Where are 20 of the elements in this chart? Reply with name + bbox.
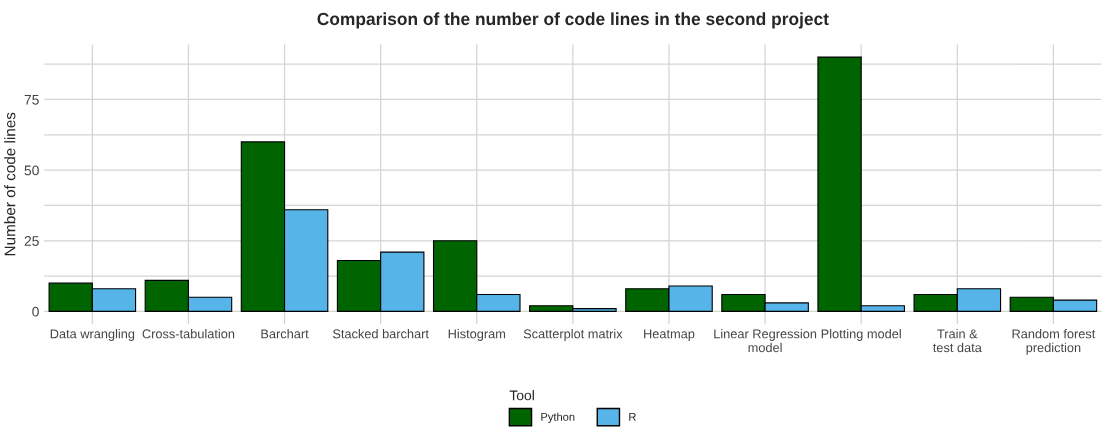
x-tick-label: Barchart [261,328,309,339]
x-tick-label: Plotting model [821,328,901,341]
y-tick-label: 75 [24,94,39,105]
legend-title: Tool [509,390,534,401]
x-tick-label: Train & test data [932,328,982,353]
x-tick-label: Histogram [448,328,506,341]
y-tick-label: 50 [24,165,39,176]
y-tick-label: 25 [24,236,39,246]
x-tick-label: Heatmap [644,329,695,341]
legend-label: R [629,413,636,421]
x-tick-label: Scatterplot matrix [523,328,623,341]
x-tick-label: Data wrangling [50,328,135,341]
y-tick-label: 0 [32,306,39,317]
x-tick-label: Linear Regression model [714,328,817,353]
x-tick-label: Random forest prediction [1012,328,1096,355]
y-axis-title: Number of code lines [4,112,16,256]
legend-label: Python [541,412,575,423]
x-tick-label: Cross-tabulation [142,328,235,339]
x-tick-label: Stacked barchart [332,328,429,339]
chart-title: Comparison of the number of code lines in the second project [317,12,829,29]
